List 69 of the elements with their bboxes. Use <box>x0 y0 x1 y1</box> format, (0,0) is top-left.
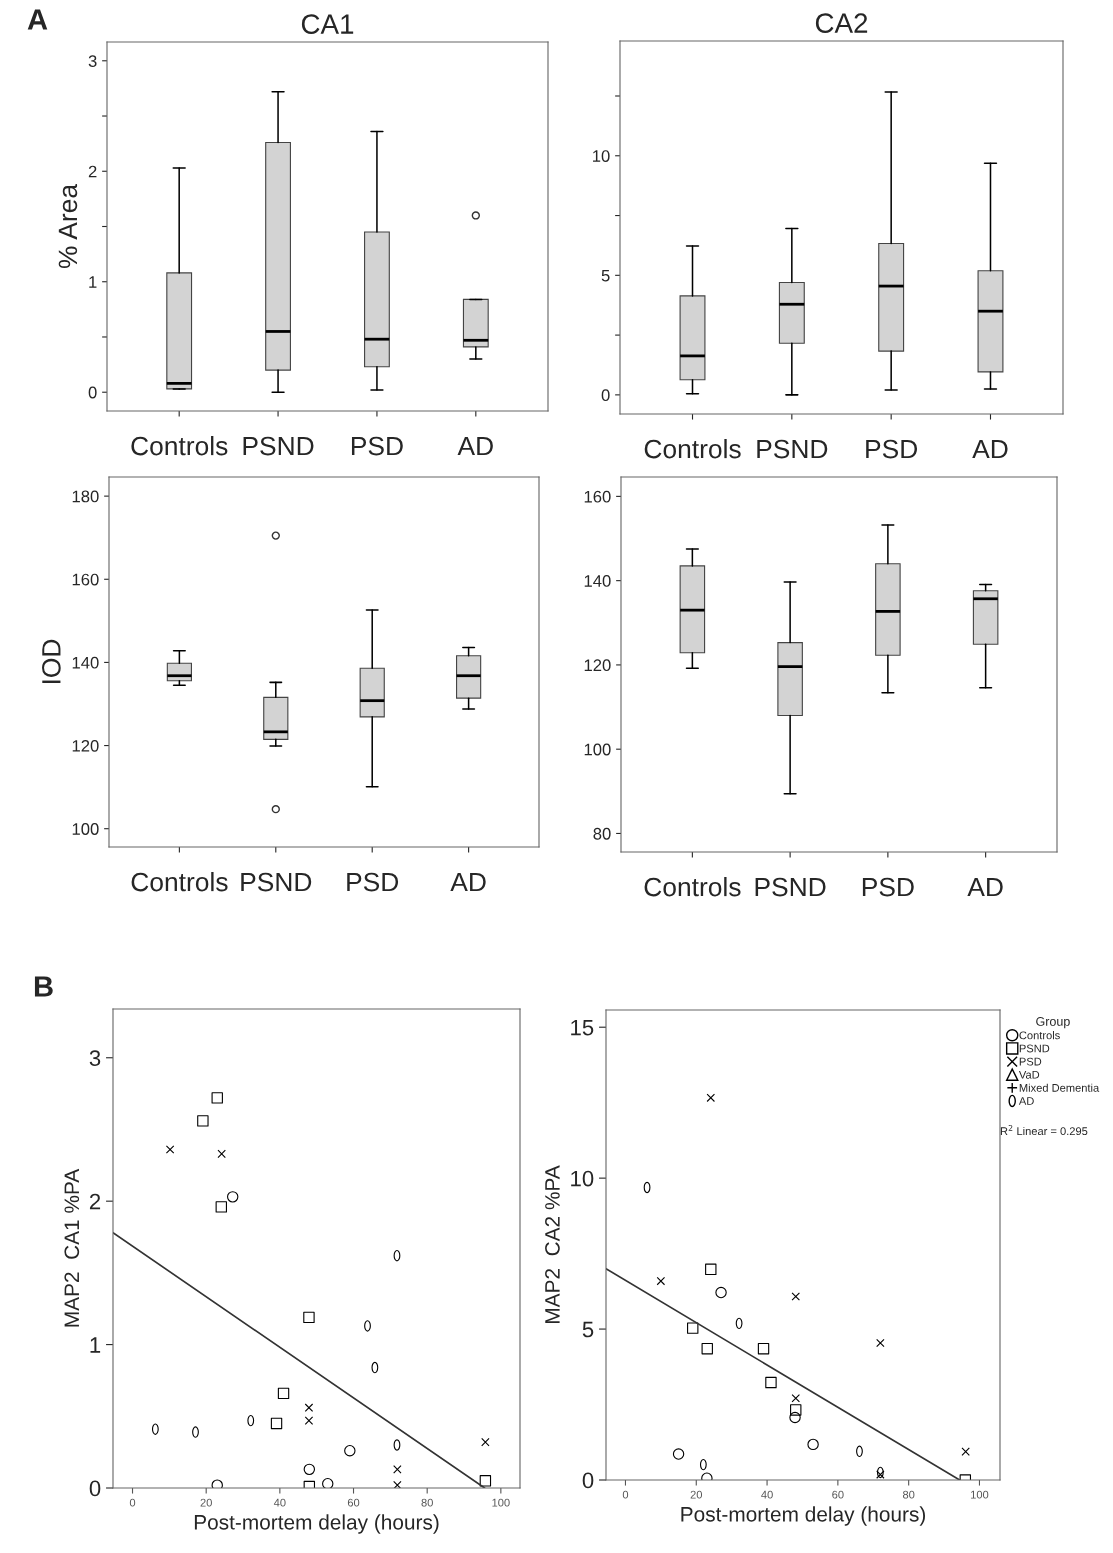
x-tick-label: 80 <box>902 1490 915 1499</box>
legend-title: Group <box>1036 1017 1070 1029</box>
x-tick-label: 60 <box>347 1498 360 1507</box>
x-tick-label: Controls <box>644 439 741 459</box>
x-tick-label: PSD <box>351 436 403 456</box>
text: B <box>34 976 53 997</box>
x-tick-label: 100 <box>492 1498 510 1507</box>
x-tick-label: AD <box>457 436 493 456</box>
y-tick-label: 3 <box>89 1050 101 1067</box>
text: R$^{2}$ Linear = 0.295 <box>1000 1124 1088 1136</box>
x-tick-label: PSD <box>866 439 918 459</box>
x-tick-label: 20 <box>200 1498 212 1507</box>
x-tick-label: PSND <box>755 877 826 897</box>
x-tick-label: 40 <box>273 1498 286 1507</box>
y-tick-label: 5 <box>601 269 610 282</box>
x-tick-label: 60 <box>832 1490 844 1499</box>
x-tick-label: Controls <box>644 877 741 897</box>
x-tick-label: 40 <box>761 1490 773 1499</box>
x-tick-label: 100 <box>971 1490 989 1499</box>
y-tick-label: 140 <box>584 575 611 587</box>
y-axis-title: % Area <box>58 183 78 269</box>
x-tick-label: AD <box>450 872 486 892</box>
x-tick-label: PSD <box>347 872 399 892</box>
legend-label: VaD <box>1018 1070 1040 1079</box>
x-tick-label: PSND <box>757 439 828 459</box>
y-tick-label: 160 <box>584 490 611 503</box>
y-tick-label: 80 <box>593 827 611 840</box>
y-tick-label: 2 <box>88 165 97 178</box>
x-tick-label: 80 <box>421 1498 433 1507</box>
x-tick-label: 0 <box>622 1490 629 1499</box>
x-tick-label: 0 <box>129 1498 136 1507</box>
y-tick-label: 120 <box>584 659 611 672</box>
text: A <box>27 9 48 30</box>
y-tick-label: 120 <box>72 739 99 752</box>
y-tick-label: 2 <box>89 1193 101 1210</box>
y-tick-label: 5 <box>582 1321 594 1338</box>
y-tick-label: 10 <box>571 1170 594 1187</box>
x-tick-label: PSD <box>862 877 914 897</box>
x-tick-label: Controls <box>131 872 228 892</box>
x-tick-label: PSND <box>243 436 314 456</box>
y-axis-title: MAP2 CA2 %PA <box>545 1165 560 1323</box>
y-tick-label: 3 <box>88 55 97 67</box>
x-tick-label: PSND <box>241 872 312 892</box>
x-axis-title: Post-mortem delay (hours) <box>194 1514 439 1534</box>
y-axis-title: IOD <box>42 639 61 684</box>
y-tick-label: 140 <box>72 656 99 669</box>
y-tick-label: 1 <box>90 1337 101 1353</box>
y-tick-label: 0 <box>601 389 610 402</box>
legend-label: Mixed Dementia <box>1019 1083 1100 1092</box>
legend-label: AD <box>1018 1097 1034 1105</box>
y-tick-label: 100 <box>72 823 99 835</box>
x-tick-label: AD <box>972 439 1008 459</box>
x-tick-label: 20 <box>690 1490 703 1499</box>
x-axis-title: Post-mortem delay (hours) <box>681 1506 926 1526</box>
y-tick-label: 180 <box>72 490 99 503</box>
y-tick-label: 10 <box>593 150 610 162</box>
legend-label: PSND <box>1019 1044 1050 1053</box>
legend-label: Controls <box>1019 1031 1060 1040</box>
x-tick-label: Controls <box>131 436 228 456</box>
y-tick-label: 15 <box>571 1019 594 1036</box>
y-tick-label: 0 <box>88 386 97 399</box>
y-tick-label: 100 <box>584 743 611 756</box>
chart-title: CA2 <box>815 13 868 33</box>
x-tick-label: AD <box>967 877 1003 897</box>
legend-label: PSD <box>1019 1057 1042 1066</box>
y-axis-title: MAP2 CA1 %PA <box>64 1168 80 1327</box>
y-tick-label: 1 <box>89 276 97 288</box>
chart-title: CA1 <box>301 14 354 34</box>
y-tick-label: 160 <box>72 573 99 586</box>
